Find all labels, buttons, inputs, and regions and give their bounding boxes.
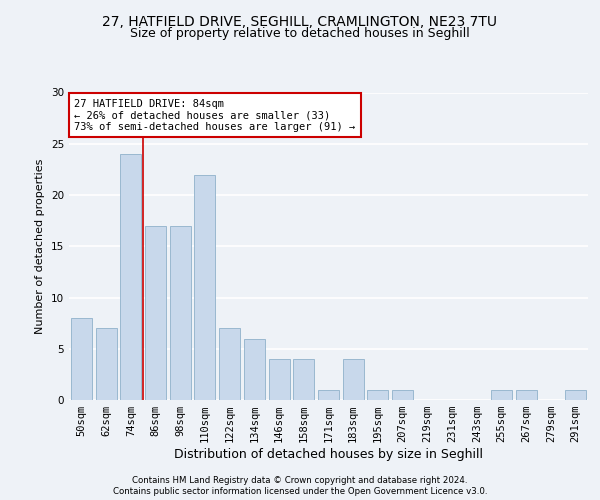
X-axis label: Distribution of detached houses by size in Seghill: Distribution of detached houses by size … xyxy=(174,448,483,461)
Bar xyxy=(293,359,314,400)
Bar xyxy=(491,390,512,400)
Bar xyxy=(367,390,388,400)
Text: Contains public sector information licensed under the Open Government Licence v3: Contains public sector information licen… xyxy=(113,487,487,496)
Text: Contains HM Land Registry data © Crown copyright and database right 2024.: Contains HM Land Registry data © Crown c… xyxy=(132,476,468,485)
Bar xyxy=(565,390,586,400)
Bar xyxy=(194,174,215,400)
Bar xyxy=(71,318,92,400)
Bar xyxy=(244,338,265,400)
Bar xyxy=(120,154,141,400)
Bar xyxy=(343,359,364,400)
Bar xyxy=(269,359,290,400)
Bar xyxy=(392,390,413,400)
Text: 27, HATFIELD DRIVE, SEGHILL, CRAMLINGTON, NE23 7TU: 27, HATFIELD DRIVE, SEGHILL, CRAMLINGTON… xyxy=(103,15,497,29)
Bar xyxy=(95,328,116,400)
Bar xyxy=(170,226,191,400)
Bar xyxy=(145,226,166,400)
Bar xyxy=(318,390,339,400)
Bar xyxy=(516,390,537,400)
Text: Size of property relative to detached houses in Seghill: Size of property relative to detached ho… xyxy=(130,28,470,40)
Y-axis label: Number of detached properties: Number of detached properties xyxy=(35,158,46,334)
Bar xyxy=(219,328,240,400)
Text: 27 HATFIELD DRIVE: 84sqm
← 26% of detached houses are smaller (33)
73% of semi-d: 27 HATFIELD DRIVE: 84sqm ← 26% of detach… xyxy=(74,98,355,132)
